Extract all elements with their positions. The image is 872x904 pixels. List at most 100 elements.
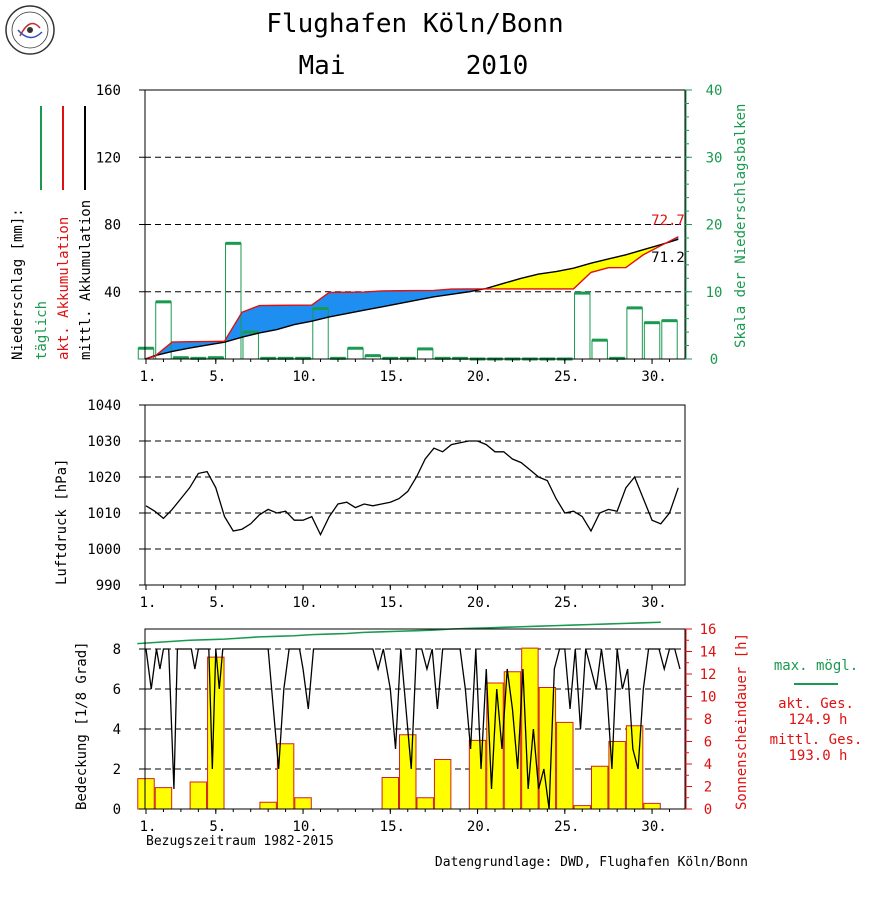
daily-precip-bar — [591, 339, 608, 360]
legend-actual-total-label: akt. Ges. — [778, 696, 854, 712]
pressure-y-tick-label: 1020 — [87, 470, 121, 486]
sunshine-y2-tick-label: 10 — [700, 690, 717, 706]
cloud-y-tick-label: 8 — [113, 642, 121, 658]
max-possible-sunshine-line — [137, 621, 661, 645]
pressure-y-tick-label: 1040 — [87, 398, 121, 414]
precip-y-tick-label: 120 — [96, 150, 121, 166]
precip-x-tick-label: 30. — [641, 369, 666, 385]
precip-y2label: Skala der Niederschlagsbalken — [733, 104, 749, 348]
precip-y-tick-label: 160 — [96, 83, 121, 99]
precip-x-tick-label: 20. — [467, 369, 492, 385]
precip-y-tick-label: 80 — [104, 218, 121, 234]
sunshine-bar — [503, 671, 522, 810]
cloud-sunshine-panel: 0 2 4 6 8 0 2 4 6 8 10 12 14 16 1. 5. 10. 15. 20. 25. 30. Be… — [74, 621, 863, 835]
pressure-plot-frame — [144, 404, 686, 586]
precip-x-tick-label: 15. — [380, 369, 405, 385]
precip-y2-tick-label: 0 — [710, 352, 718, 368]
data-source: Datengrundlage: DWD, Flughafen Köln/Bonn — [435, 855, 748, 870]
cloud-x-tick-label: 30. — [641, 819, 666, 835]
chart-title-year: 2010 — [466, 51, 529, 81]
sunshine-y2-tick-label: 12 — [700, 667, 717, 683]
pressure-x-tick-label: 20. — [467, 595, 492, 611]
cloud-cover-line — [145, 648, 681, 810]
legend-max-possible: max. mögl. — [774, 658, 858, 674]
pressure-y-tick-label: 1030 — [87, 434, 121, 450]
pressure-x-tick-label: 5. — [209, 595, 226, 611]
sunshine-y2-tick-label: 6 — [704, 735, 712, 751]
sunshine-bar — [416, 797, 434, 810]
legend-daily-label: täglich — [34, 301, 50, 360]
legend-actual-label: akt. Akkumulation — [56, 217, 72, 360]
precip-legend: Niederschlag [mm]: täglich akt. Akkumula… — [10, 106, 94, 360]
cloud-x-tick-label: 15. — [380, 819, 405, 835]
association-logo — [5, 5, 55, 55]
cloud-x-tick-label: 20. — [467, 819, 492, 835]
precip-x-tick-label: 5. — [209, 369, 226, 385]
accumulation-diff-fill — [503, 277, 522, 290]
cloud-x-tick-label: 1. — [140, 819, 157, 835]
precipitation-panel: 40 80 120 160 0 10 20 30 40 1. 5. 10. 15. 20. 25. 30. 7… — [10, 83, 749, 385]
legend-mean-label: mittl. Akkumulation — [78, 200, 94, 360]
sunshine-legend: max. mögl. akt. Ges. 124.9 h mittl. Ges.… — [770, 658, 863, 764]
sunshine-bar — [556, 721, 574, 810]
sunshine-y2-tick-label: 4 — [704, 757, 712, 773]
sunshine-bar — [189, 781, 208, 810]
sunshine-bar — [259, 801, 277, 810]
cloud-y-tick-label: 6 — [113, 682, 121, 698]
sunshine-bar — [381, 777, 400, 810]
daily-precip-bar — [626, 307, 643, 360]
pressure-x-tick-label: 25. — [554, 595, 579, 611]
sunshine-y2-tick-label: 0 — [704, 802, 712, 818]
sunshine-y2-tick-label: 14 — [700, 645, 717, 661]
precip-x-tick-label: 25. — [554, 369, 579, 385]
actual-accumulation-line — [144, 236, 679, 360]
sunshine-y2-tick-label: 2 — [704, 780, 712, 796]
sunshine-bar — [590, 765, 609, 810]
sunshine-bar — [468, 739, 487, 810]
sunshine-bar — [433, 759, 452, 810]
cloud-y-tick-label: 0 — [113, 802, 121, 818]
cloud-x-tick-label: 5. — [209, 819, 226, 835]
final-mean-label: 71.2 — [651, 250, 685, 266]
sunshine-bar — [573, 805, 591, 810]
precip-x-tick-label: 1. — [140, 369, 157, 385]
pressure-y-tick-label: 1000 — [87, 542, 121, 558]
pressure-x-tick-label: 30. — [641, 595, 666, 611]
sunshine-bar — [643, 802, 661, 810]
pressure-line — [145, 440, 679, 537]
sunshine-y2label: Sonnenscheindauer [h] — [734, 633, 750, 810]
accumulation-diff-fill — [311, 291, 330, 322]
precip-x-tick-label: 10. — [292, 369, 317, 385]
chart-title-month: Mai — [299, 51, 346, 81]
legend-mean-total-label: mittl. Ges. — [770, 732, 863, 748]
precip-y2-tick-label: 30 — [706, 150, 723, 166]
sunshine-y2-tick-label: 16 — [700, 622, 717, 638]
precip-y2-tick-label: 40 — [706, 83, 723, 99]
daily-precip-bar — [643, 322, 661, 360]
sunshine-bar — [137, 778, 155, 810]
daily-precip-bar — [661, 320, 678, 360]
pressure-ylabel: Luftdruck [hPa] — [54, 459, 70, 585]
accumulation-diff-fill — [328, 292, 347, 318]
cloud-x-tick-label: 10. — [292, 819, 317, 835]
daily-precip-bar — [416, 348, 434, 360]
cloud-ylabel: Bedeckung [1/8 Grad] — [74, 641, 90, 810]
reference-period: Bezugszeitraum 1982-2015 — [146, 834, 334, 849]
pressure-y-tick-label: 990 — [96, 578, 121, 594]
daily-precip-bar — [347, 347, 364, 360]
precip-ylabel: Niederschlag [mm]: — [10, 208, 26, 360]
mean-accumulation-line — [144, 238, 679, 360]
legend-mean-total-value: 193.0 h — [788, 748, 847, 764]
precip-y-tick-label: 40 — [104, 285, 121, 301]
cloud-y-tick-label: 4 — [113, 722, 121, 738]
legend-actual-total-value: 124.9 h — [788, 712, 847, 728]
precip-y2-tick-label: 20 — [706, 218, 723, 234]
cloud-y-tick-label: 2 — [113, 762, 121, 778]
sunshine-bar — [399, 734, 417, 810]
daily-precip-bar — [574, 292, 591, 360]
sunshine-bar — [521, 647, 539, 810]
sunshine-y2-tick-label: 8 — [704, 712, 712, 728]
pressure-x-tick-label: 15. — [380, 595, 405, 611]
